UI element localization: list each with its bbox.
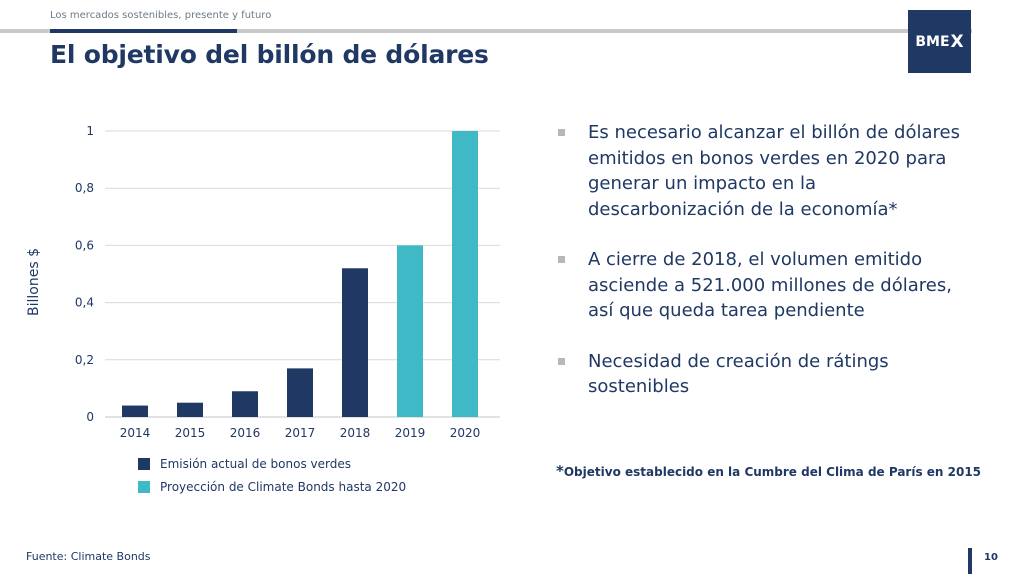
x-tick-label: 2020 [450,426,481,440]
y-tick-label: 0,2 [75,353,94,367]
bar-2020 [452,131,478,417]
bullet-text: A cierre de 2018, el volumen emitido asc… [588,249,952,321]
bullet-item: Necesidad de creación de rátings sosteni… [558,349,978,400]
bar-2017 [287,368,313,417]
legend-swatch-projection [138,480,150,493]
y-tick-label: 1 [86,124,94,138]
bullet-item: A cierre de 2018, el volumen emitido asc… [558,247,978,324]
bullet-list: Es necesario alcanzar el billón de dólar… [558,120,978,425]
presentation-subtitle: Los mercados sostenibles, presente y fut… [50,10,272,21]
y-tick-label: 0,8 [75,181,94,195]
footnote-text: Objetivo establecido en la Cumbre del Cl… [563,465,982,479]
x-tick-label: 2019 [395,426,426,440]
x-axis-ticks: 2014 2015 2016 2017 2018 2019 2020 [120,426,481,440]
bullet-text: Necesidad de creación de rátings sosteni… [588,350,889,398]
page-title: El objetivo del billón de dólares [50,40,489,69]
x-tick-label: 2016 [230,426,261,440]
y-tick-label: 0 [86,410,94,424]
bar-2014 [122,405,148,417]
legend-label-actual: Emisión actual de bonos verdes [160,456,351,471]
legend-item-actual: Emisión actual de bonos verdes [138,452,406,475]
x-tick-label: 2015 [175,426,206,440]
bar-2016 [232,391,258,417]
chart-legend: Emisión actual de bonos verdes Proyecció… [138,452,406,498]
x-tick-label: 2014 [120,426,151,440]
bar-2018 [342,268,368,417]
header-accent-bar [50,29,237,33]
bar-2015 [177,402,203,417]
x-tick-label: 2018 [340,426,371,440]
legend-item-projection: Proyección de Climate Bonds hasta 2020 [138,475,406,498]
bullet-text: Es necesario alcanzar el billón de dólar… [588,122,960,220]
legend-swatch-actual [138,457,150,470]
logo-text: BME [915,33,950,50]
bullet-square-icon [558,357,565,365]
footnote: *Objetivo establecido en la Cumbre del C… [556,462,981,480]
bullet-square-icon [558,129,565,136]
x-tick-label: 2017 [285,426,316,440]
logo-mark: X [950,31,964,52]
page-number-bar [968,548,972,574]
bullet-item: Es necesario alcanzar el billón de dólar… [558,120,978,222]
source-note: Fuente: Climate Bonds [26,550,151,563]
bar-2019 [397,245,423,417]
page-number: 10 [984,552,998,563]
bme-logo: BME X [908,10,971,73]
bar-chart: 00,20,40,60,81 2014 2015 2016 2017 2018 2019 2… [75,124,500,440]
legend-label-projection: Proyección de Climate Bonds hasta 2020 [160,479,407,494]
footnote-star: * [556,462,564,480]
y-tick-label: 0,4 [75,296,94,310]
y-tick-label: 0,6 [75,238,94,252]
header-divider [0,29,972,33]
y-axis-label: Billones $ [26,248,42,316]
bullet-square-icon [558,256,565,263]
y-axis-ticks: 0 0,2 0,4 0,6 0,8 1 [75,124,94,424]
chart-bars [122,131,478,417]
